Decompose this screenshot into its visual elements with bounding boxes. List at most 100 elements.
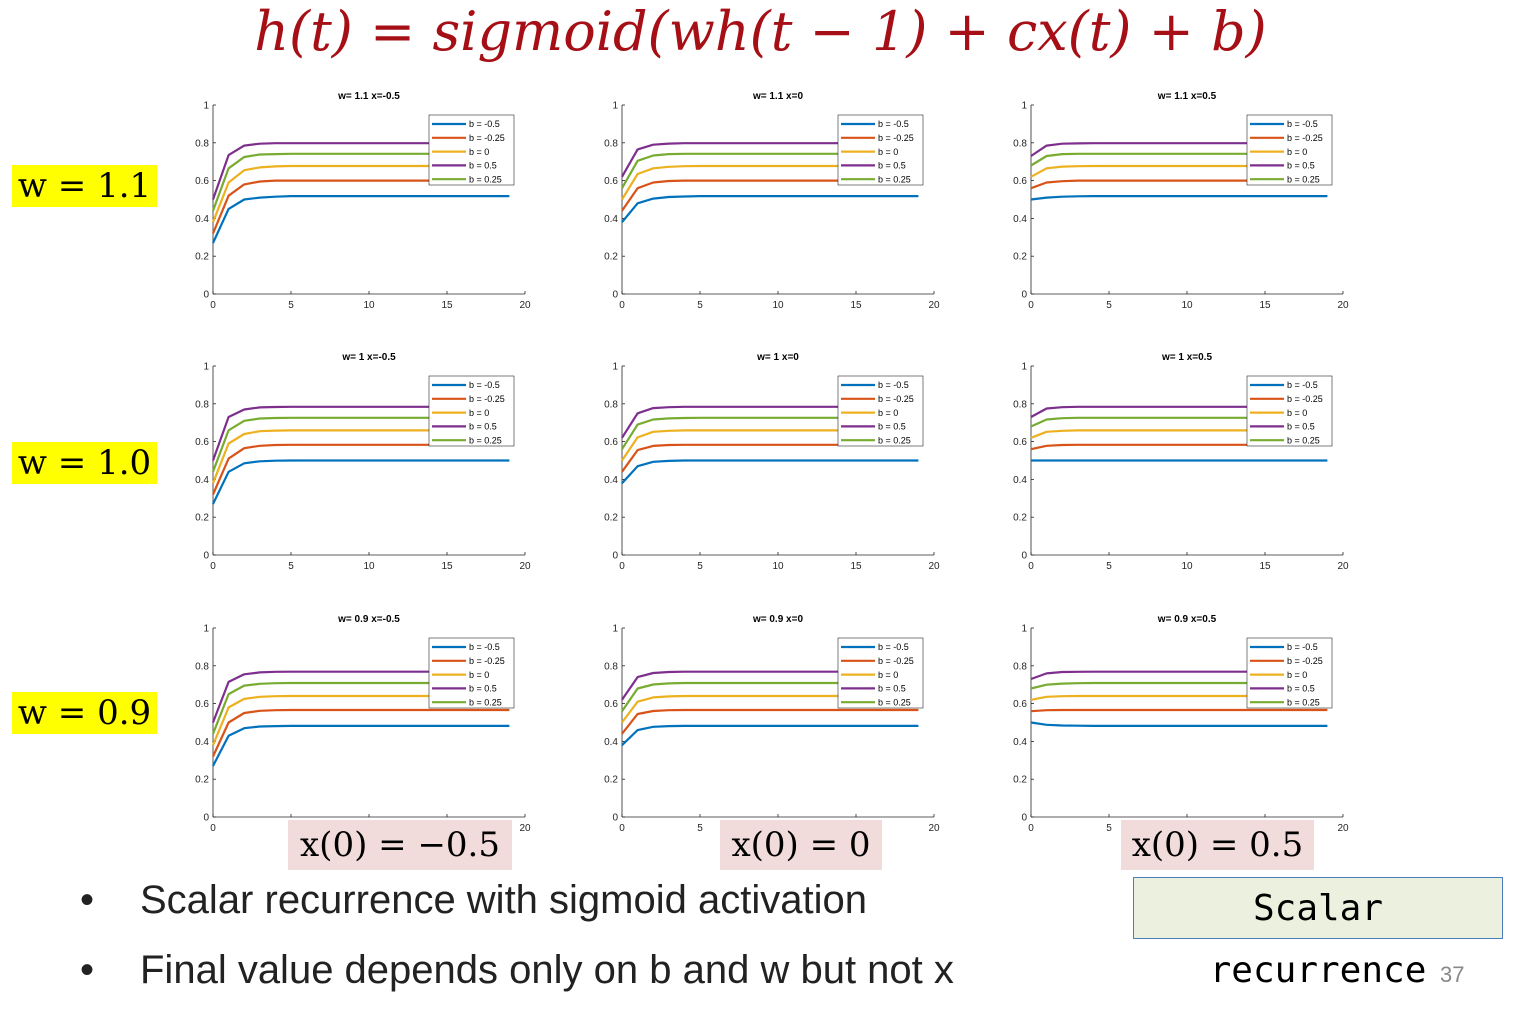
chart-panel: w= 1 x=-0.5 0 5 10 15 20 0 0.2 0.4 0.6 0.8 1 b = -0.… bbox=[195, 352, 531, 572]
legend-label: b = 0.5 bbox=[469, 161, 497, 171]
legend-label: b = 0 bbox=[469, 147, 489, 157]
y-tick-label: 1 bbox=[612, 624, 618, 635]
legend-label: b = -0.25 bbox=[878, 133, 914, 143]
x-tick-label: 20 bbox=[1337, 300, 1349, 311]
legend-label: b = 0.5 bbox=[1287, 422, 1315, 432]
x-label-neg: x(0) = −0.5 bbox=[288, 820, 512, 870]
bullet-text: Scalar recurrence with sigmoid activatio… bbox=[140, 878, 867, 922]
bullet-item: • Scalar recurrence with sigmoid activati… bbox=[80, 870, 954, 940]
y-tick-label: 0.6 bbox=[604, 699, 618, 710]
x-tick-label: 15 bbox=[441, 300, 453, 311]
y-tick-label: 0 bbox=[612, 813, 618, 824]
chart-title: w= 0.9 x=0 bbox=[752, 614, 803, 625]
y-tick-label: 0.4 bbox=[604, 737, 618, 748]
y-tick-label: 1 bbox=[203, 624, 209, 635]
x-label-pos: x(0) = 0.5 bbox=[1121, 820, 1314, 870]
legend-box bbox=[1246, 637, 1333, 709]
y-tick-label: 0.2 bbox=[604, 513, 618, 524]
legend-box bbox=[428, 375, 515, 447]
legend-label: b = -0.25 bbox=[469, 133, 505, 143]
legend-label: b = -0.25 bbox=[878, 394, 914, 404]
legend-label: b = 0.25 bbox=[469, 174, 502, 184]
y-tick-label: 1 bbox=[203, 101, 209, 112]
chart-panel: w= 1 x=0 0 5 10 15 20 0 0.2 0.4 0.6 0.8 1 b = -0.5 b … bbox=[604, 352, 940, 572]
x-tick-label: 0 bbox=[619, 561, 625, 572]
legend-label: b = 0 bbox=[878, 147, 898, 157]
y-tick-label: 0.2 bbox=[1013, 513, 1027, 524]
legend-label: b = 0 bbox=[1287, 408, 1307, 418]
y-tick-label: 0.8 bbox=[604, 138, 618, 149]
y-tick-label: 0.4 bbox=[195, 737, 209, 748]
y-tick-label: 0.2 bbox=[195, 513, 209, 524]
series-line bbox=[621, 724, 919, 746]
x-tick-label: 20 bbox=[1337, 823, 1349, 834]
y-tick-label: 0.6 bbox=[195, 437, 209, 448]
legend-label: b = 0.25 bbox=[1287, 174, 1320, 184]
page-number: 37 bbox=[1440, 962, 1465, 987]
series-line bbox=[1030, 721, 1328, 728]
y-tick-label: 0.8 bbox=[195, 661, 209, 672]
x-tick-label: 10 bbox=[772, 561, 784, 572]
x-tick-label: 20 bbox=[519, 561, 531, 572]
bullet-dot-icon: • bbox=[80, 878, 95, 922]
chart-title: w= 0.9 x=0.5 bbox=[1157, 614, 1217, 625]
x-tick-label: 20 bbox=[928, 300, 940, 311]
y-tick-label: 0.6 bbox=[1013, 176, 1027, 187]
series-line bbox=[621, 708, 919, 735]
x-tick-label: 20 bbox=[928, 561, 940, 572]
x-tick-label: 5 bbox=[1106, 823, 1112, 834]
legend-label: b = 0.5 bbox=[878, 422, 906, 432]
legend-label: b = -0.5 bbox=[469, 119, 500, 129]
y-tick-label: 0.2 bbox=[604, 252, 618, 263]
scalar-recurrence-tag: Scalar recurrence bbox=[1133, 877, 1503, 991]
x-tick-label: 0 bbox=[619, 823, 625, 834]
legend-box bbox=[1246, 114, 1333, 186]
y-tick-label: 0.6 bbox=[195, 176, 209, 187]
x-tick-label: 5 bbox=[288, 300, 294, 311]
y-tick-label: 0.6 bbox=[1013, 699, 1027, 710]
w-label-1-1: w = 1.1 bbox=[12, 165, 157, 207]
x-tick-label: 10 bbox=[363, 561, 375, 572]
legend-label: b = 0.5 bbox=[469, 684, 497, 694]
x-tick-label: 10 bbox=[363, 300, 375, 311]
series-line bbox=[621, 195, 919, 223]
w-label-0-9: w = 0.9 bbox=[12, 692, 157, 734]
x-tick-label: 0 bbox=[1028, 823, 1034, 834]
y-tick-label: 0.6 bbox=[604, 437, 618, 448]
x-tick-label: 15 bbox=[1259, 300, 1271, 311]
series-line bbox=[212, 459, 510, 505]
chart-panel: w= 1.1 x=-0.5 0 5 10 15 20 0 0.2 0.4 0.6 0.8 1 b = -… bbox=[195, 91, 531, 311]
chart-title: w= 1 x=-0.5 bbox=[341, 352, 396, 363]
x-tick-label: 5 bbox=[1106, 300, 1112, 311]
y-tick-label: 0.8 bbox=[195, 138, 209, 149]
chart-title: w= 0.9 x=-0.5 bbox=[337, 614, 400, 625]
legend-label: b = 0 bbox=[469, 408, 489, 418]
x-tick-label: 5 bbox=[697, 823, 703, 834]
series-line bbox=[1030, 195, 1328, 201]
y-tick-label: 0.8 bbox=[1013, 138, 1027, 149]
x-tick-label: 10 bbox=[1181, 300, 1193, 311]
chart-panel: w= 1 x=0.5 0 5 10 15 20 0 0.2 0.4 0.6 0.8 1 b = -0.5… bbox=[1013, 352, 1349, 572]
bullet-item: • Final value depends only on b and w but… bbox=[80, 940, 954, 1010]
series-line bbox=[621, 459, 919, 484]
series-line bbox=[212, 724, 510, 767]
x-tick-label: 15 bbox=[850, 561, 862, 572]
y-tick-label: 1 bbox=[1021, 101, 1027, 112]
legend-box bbox=[837, 375, 924, 447]
w-label-1-0: w = 1.0 bbox=[12, 442, 157, 484]
y-tick-label: 1 bbox=[612, 362, 618, 373]
y-tick-label: 0 bbox=[612, 290, 618, 301]
y-tick-label: 0.2 bbox=[1013, 775, 1027, 786]
bullet-text: Final value depends only on b and w but … bbox=[140, 948, 954, 992]
y-tick-label: 0 bbox=[203, 551, 209, 562]
y-tick-label: 0.2 bbox=[1013, 252, 1027, 263]
x-tick-label: 20 bbox=[519, 823, 531, 834]
chart-title: w= 1 x=0 bbox=[756, 352, 799, 363]
x-tick-label: 0 bbox=[210, 823, 216, 834]
y-tick-label: 0.4 bbox=[1013, 737, 1027, 748]
x-tick-label: 15 bbox=[441, 561, 453, 572]
y-tick-label: 0 bbox=[1021, 290, 1027, 301]
